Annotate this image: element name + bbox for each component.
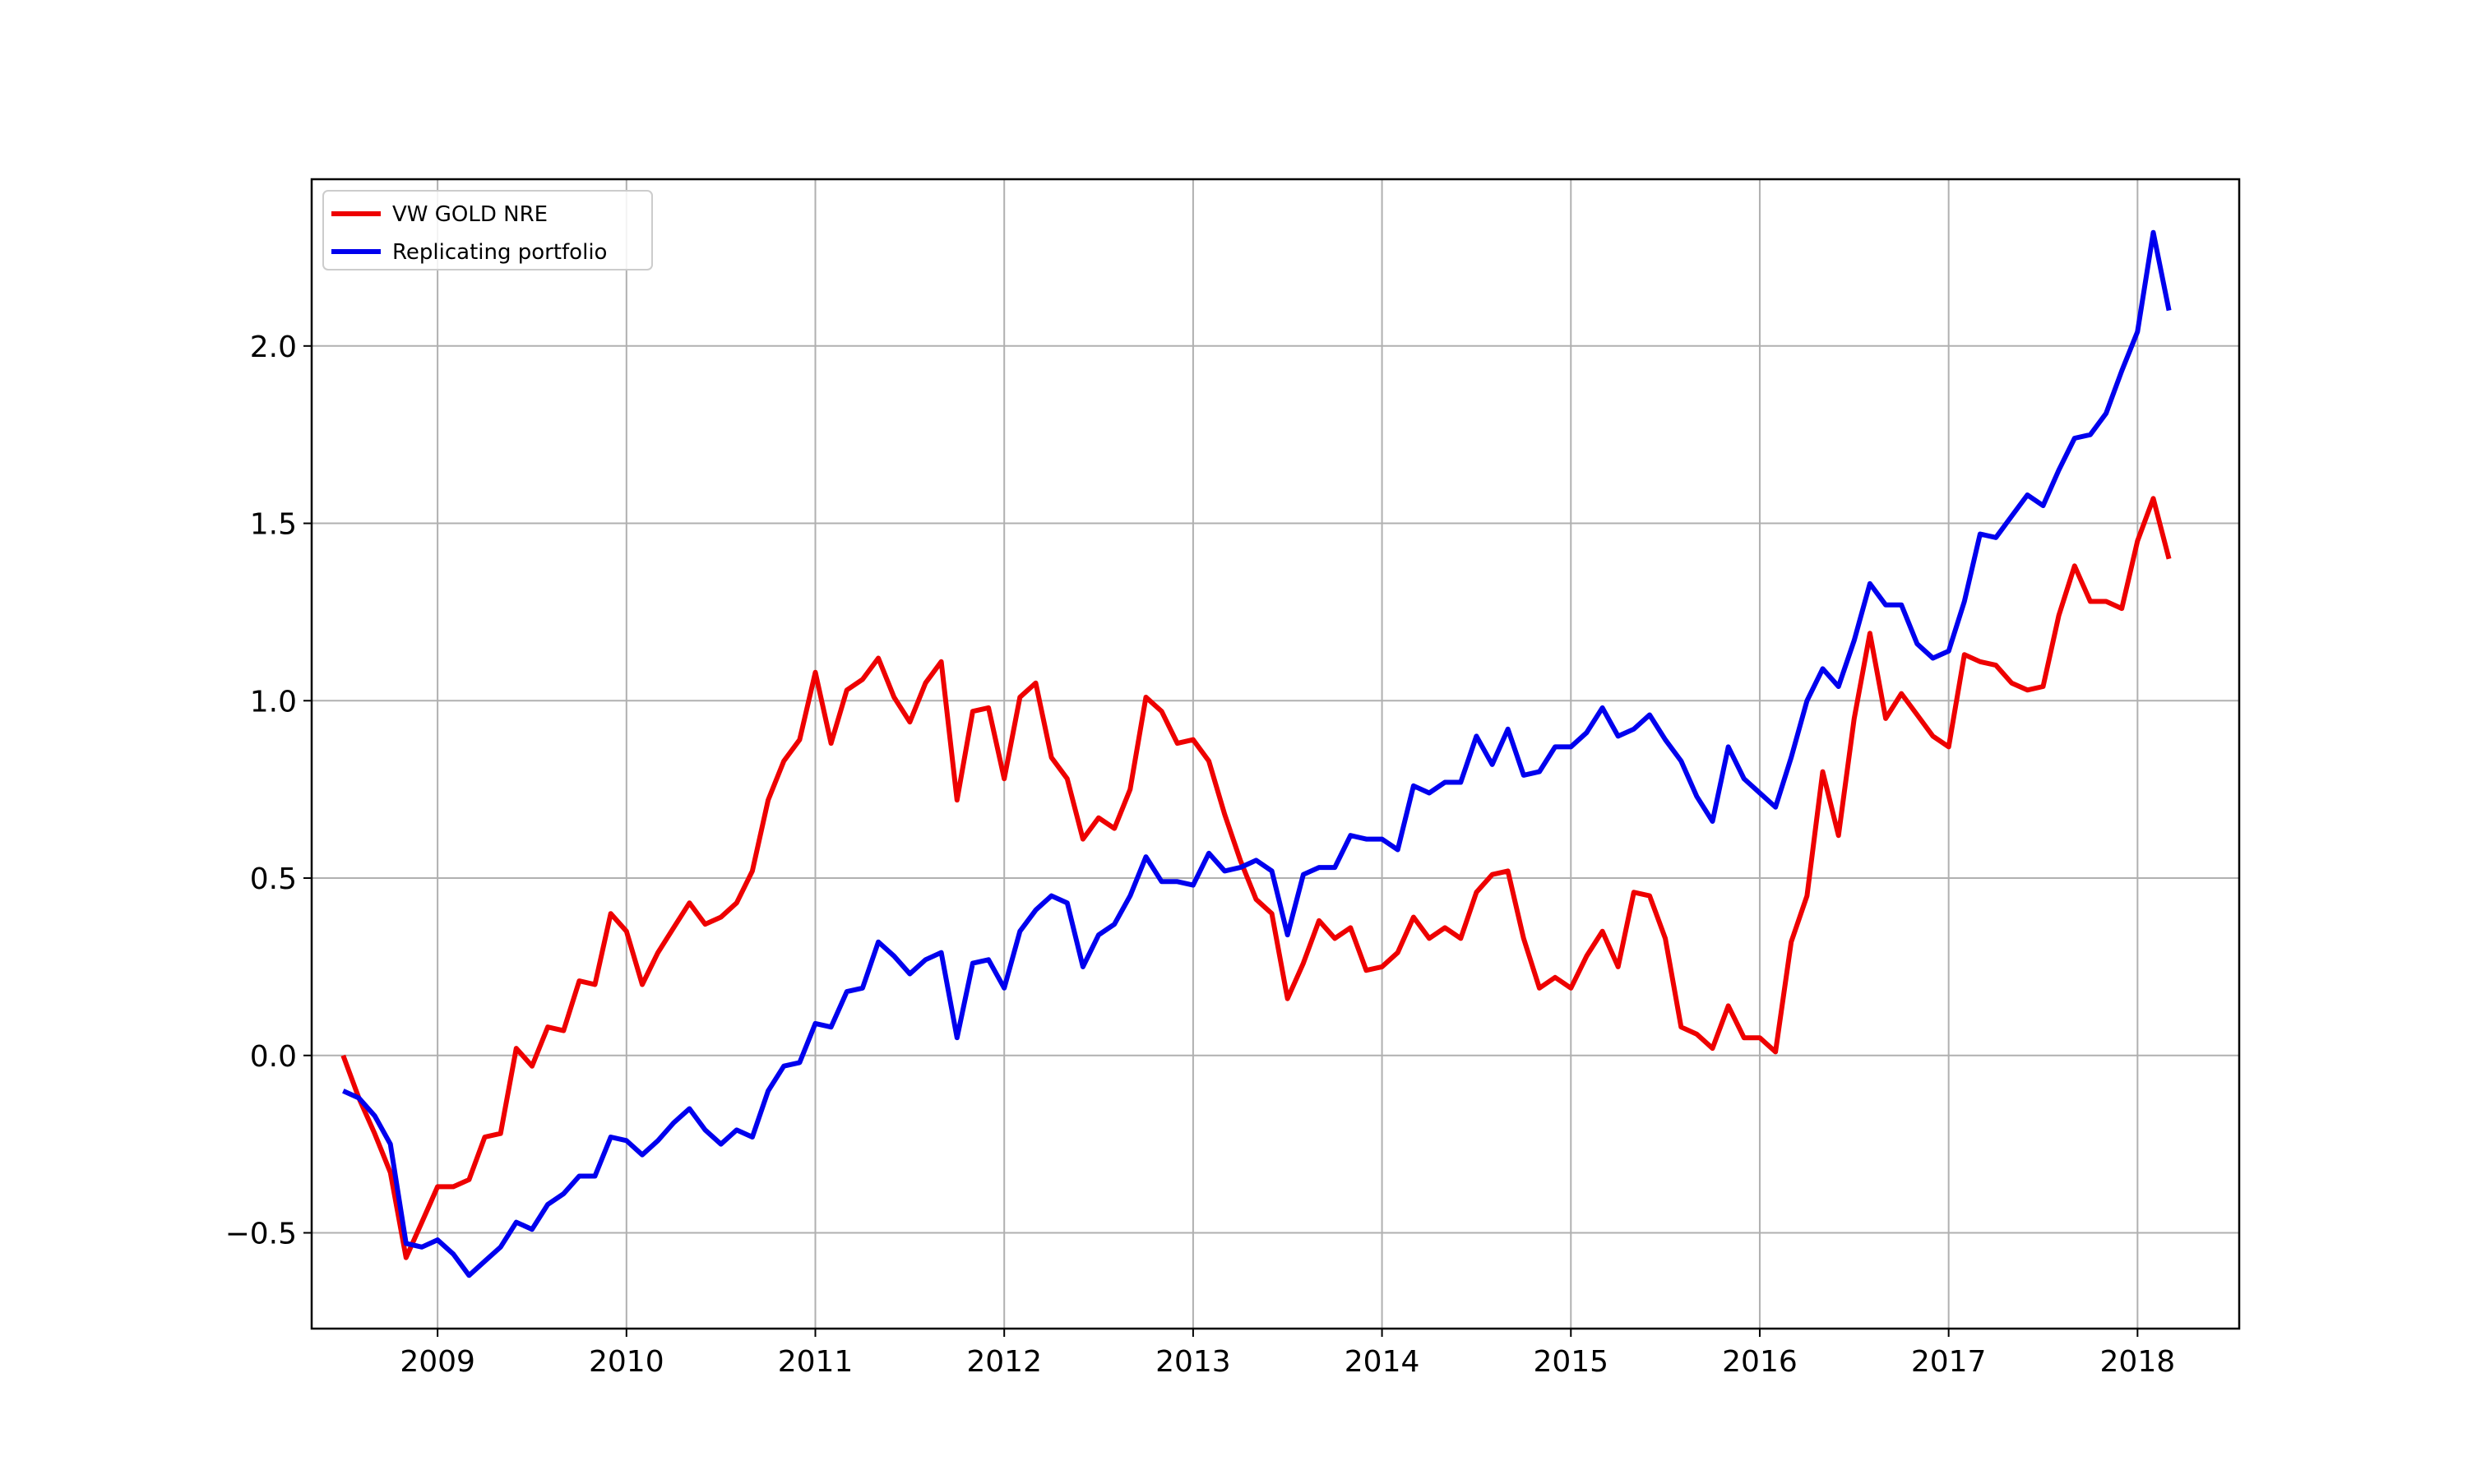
- y-tick-label: −0.5: [225, 1218, 297, 1251]
- y-tick-label: 1.0: [250, 685, 297, 719]
- plot-area-frame: [310, 178, 2241, 1330]
- x-tick-label: 2017: [1911, 1345, 1987, 1379]
- series-line-0: [340, 496, 2172, 1260]
- y-tick-label: 0.0: [250, 1040, 297, 1074]
- y-tick-label: 1.5: [250, 508, 297, 542]
- x-tick-label: 2011: [778, 1345, 854, 1379]
- series-line-1: [342, 229, 2172, 1278]
- x-tick-label: 2015: [1533, 1345, 1608, 1379]
- y-tick-label: 2.0: [250, 331, 297, 364]
- x-tick-label: 2016: [1722, 1345, 1798, 1379]
- legend-label: VW GOLD NRE: [392, 202, 548, 227]
- x-tick-label: 2018: [2100, 1345, 2176, 1379]
- gridlines: [312, 179, 2239, 1329]
- x-tick-label: 2010: [589, 1345, 664, 1379]
- x-tick-label: 2009: [400, 1345, 475, 1379]
- x-tick-label: 2014: [1345, 1345, 1420, 1379]
- axes: 2009 2010 2011 2012 2013 2014 2015 2016 2017 2018…: [225, 331, 2176, 1379]
- x-tick-label: 2012: [966, 1345, 1042, 1379]
- legend: VW GOLD NRE Replicating portfolio: [322, 190, 653, 270]
- legend-box: [322, 190, 653, 270]
- legend-label: Replicating portfolio: [392, 240, 607, 265]
- y-tick-label: 0.5: [250, 862, 297, 896]
- series-lines: [340, 229, 2172, 1278]
- x-tick-label: 2013: [1155, 1345, 1231, 1379]
